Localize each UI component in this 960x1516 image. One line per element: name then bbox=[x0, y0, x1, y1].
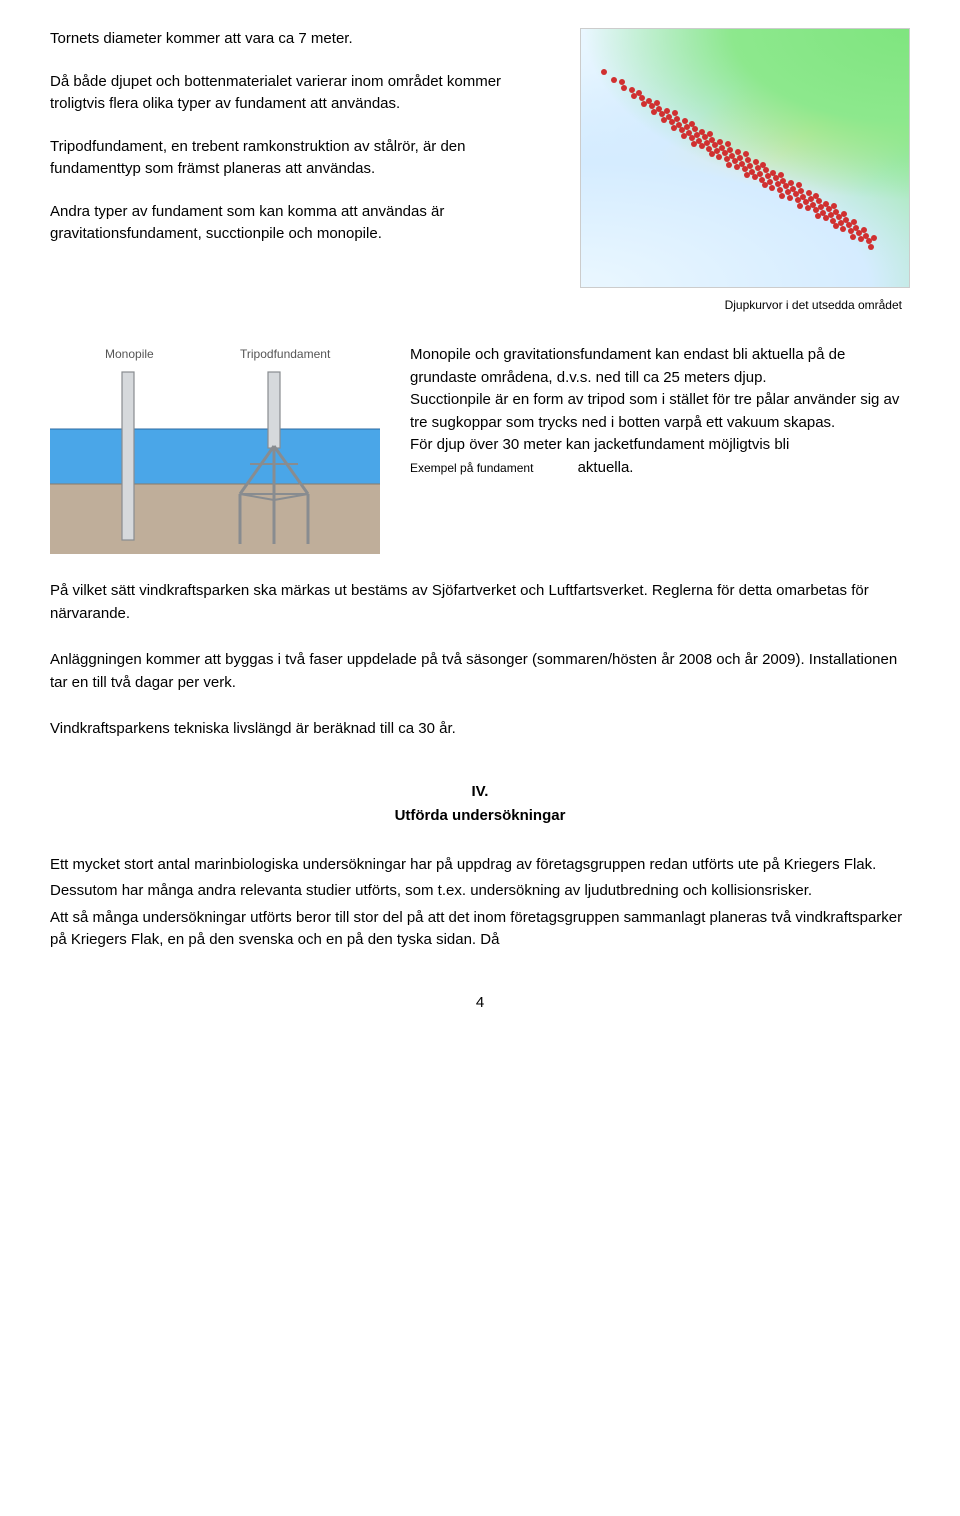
monopile-label: Monopile bbox=[105, 347, 154, 361]
paragraph: Ett mycket stort antal marinbiologiska u… bbox=[50, 854, 910, 877]
paragraph: Succtionpile är en form av tripod som i … bbox=[410, 389, 910, 434]
section-roman: IV. bbox=[50, 781, 910, 804]
depth-map-caption: Djupkurvor i det utsedda området bbox=[580, 296, 910, 314]
text: aktuella. bbox=[578, 459, 634, 476]
paragraph: Då både djupet och bottenmaterialet vari… bbox=[50, 71, 550, 116]
foundation-diagram-icon: Monopile Tripodfundament bbox=[50, 344, 380, 554]
paragraph: Dessutom har många andra relevanta studi… bbox=[50, 880, 910, 903]
paragraph: Anläggningen kommer att byggas i två fas… bbox=[50, 649, 910, 694]
depth-map-image bbox=[580, 28, 910, 288]
page-number: 4 bbox=[50, 992, 910, 1015]
foundation-text-block: Monopile och gravitationsfundament kan e… bbox=[410, 344, 910, 479]
foundation-figure: Monopile Tripodfundament bbox=[50, 344, 380, 554]
paragraph: Vindkraftsparkens tekniska livslängd är … bbox=[50, 718, 910, 741]
paragraph: Att så många undersökningar utförts bero… bbox=[50, 907, 910, 952]
paragraph: Monopile och gravitationsfundament kan e… bbox=[410, 344, 910, 389]
section-title: Utförda undersökningar bbox=[395, 807, 566, 824]
text: För djup över 30 meter kan jacketfundame… bbox=[410, 436, 789, 453]
depth-map-figure: Djupkurvor i det utsedda området bbox=[580, 28, 910, 314]
paragraph: Tripodfundament, en trebent ramkonstrukt… bbox=[50, 136, 550, 181]
paragraph: Andra typer av fundament som kan komma a… bbox=[50, 201, 550, 246]
intro-text-block: Tornets diameter kommer att vara ca 7 me… bbox=[50, 28, 550, 314]
paragraph: Tornets diameter kommer att vara ca 7 me… bbox=[50, 28, 550, 51]
paragraph: För djup över 30 meter kan jacketfundame… bbox=[410, 434, 910, 479]
section-heading: IV. Utförda undersökningar bbox=[50, 781, 910, 828]
tripod-label: Tripodfundament bbox=[240, 347, 331, 361]
paragraph: På vilket sätt vindkraftsparken ska märk… bbox=[50, 580, 910, 625]
foundation-caption: Exempel på fundament bbox=[410, 459, 533, 477]
